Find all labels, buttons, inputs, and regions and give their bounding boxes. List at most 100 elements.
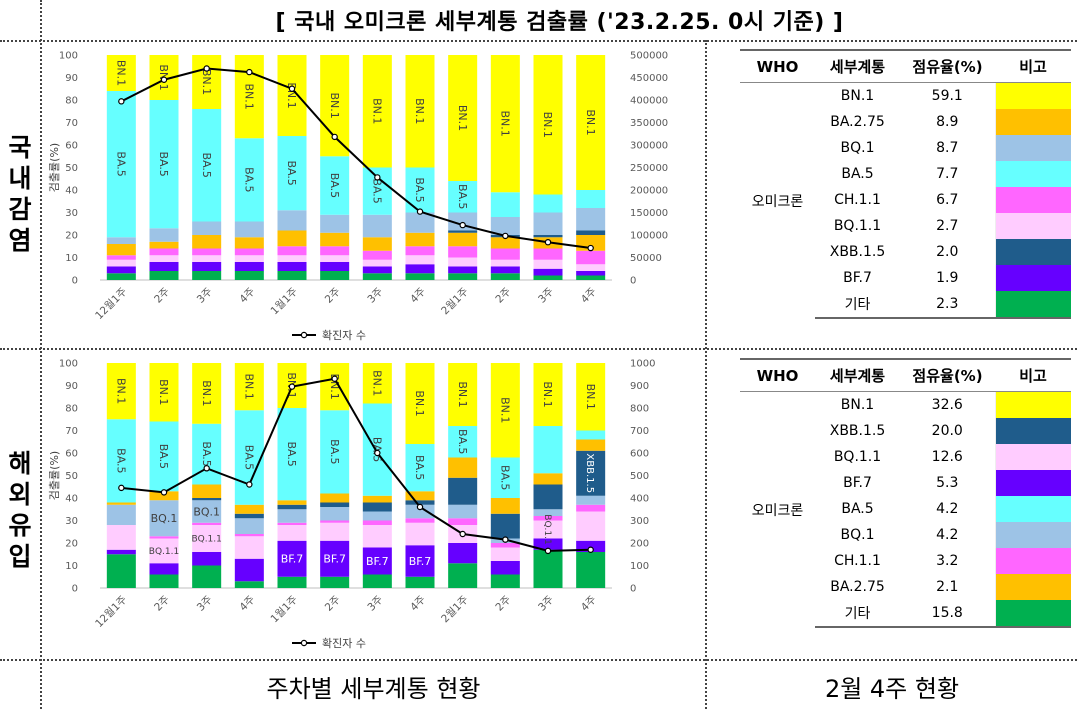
bar-segment [448, 563, 478, 588]
y-tick-label: 10 [65, 253, 78, 264]
bar-data-label: BA.5 [370, 178, 383, 203]
bar-segment [405, 55, 435, 168]
y-axis-title: 검출률(%) [48, 451, 61, 500]
bar-segment [234, 558, 264, 582]
confirmed-cases-point [246, 68, 253, 76]
bar-segment [320, 363, 350, 411]
bar-segment [192, 221, 222, 235]
bar-data-label: BQ.1.1 [149, 547, 179, 557]
footer-weekly-status: 주차별 세부계통 현황 [266, 675, 481, 703]
lineage-cell: BQ.1 [840, 527, 875, 543]
y-tick-label: 90 [65, 381, 78, 392]
bar-segment [362, 259, 392, 267]
bar-segment [277, 522, 307, 525]
bar-segment [234, 518, 264, 534]
bar-segment [362, 266, 392, 274]
color-swatch-cell [994, 574, 1071, 600]
share-cell: 59.1 [931, 88, 963, 104]
y2-tick-label: 0 [630, 276, 636, 287]
share-cell: 2.7 [936, 218, 959, 234]
footer-current-status: 2월 4주 현황 [824, 675, 960, 703]
bar-segment [448, 504, 478, 519]
lineage-cell: BF.7 [843, 475, 872, 491]
color-swatch-cell [994, 496, 1071, 522]
bar-segment [234, 221, 264, 238]
bar-segment [277, 576, 307, 588]
divider-middle [0, 348, 1077, 350]
bar-data-label: BN.1 [456, 105, 469, 131]
table-header-who: WHO [740, 358, 815, 392]
x-tick-label: 2월1주 [439, 593, 471, 625]
bar-segment [490, 192, 520, 217]
bar-segment [576, 208, 606, 231]
lineage-cell: BQ.1 [840, 140, 875, 156]
bar-segment [320, 520, 350, 523]
bar-segment [192, 55, 222, 109]
bar-segment [448, 457, 478, 478]
table-row: BA.5 4.2 [740, 496, 1071, 522]
bar-segment [234, 255, 264, 262]
bar-segment [405, 264, 435, 274]
bar-segment [149, 262, 179, 271]
bar-segment [490, 457, 520, 498]
x-tick-label: 4주 [237, 285, 257, 305]
table-header-who: WHO [740, 49, 815, 83]
lineage-cell: 기타 [815, 291, 900, 319]
bar-segment [576, 504, 606, 512]
table-row: XBB.1.5 2.0 [740, 239, 1071, 265]
divider-right [705, 40, 707, 709]
bar-data-label: BA.5 [456, 429, 469, 454]
y-tick-label: 80 [65, 404, 78, 415]
bar-segment [149, 228, 179, 242]
y2-tick-label: 100000 [630, 231, 668, 242]
color-swatch-cell [994, 187, 1071, 213]
bar-segment [405, 444, 435, 492]
y-tick-label: 50 [65, 163, 78, 174]
lineage-cell: BF.7 [843, 270, 872, 286]
bar-data-label: BN.1 [200, 380, 213, 406]
bar-segment [490, 363, 520, 458]
bar-segment [448, 363, 478, 426]
bar-data-label: BN.1 [157, 379, 170, 405]
table-row: BQ.1 4.2 [740, 522, 1071, 548]
y2-tick-label: 200 [630, 539, 649, 550]
table-row: BF.7 1.9 [740, 265, 1071, 291]
color-swatch-cell [994, 239, 1071, 265]
confirmed-cases-point [587, 546, 594, 553]
bar-segment [490, 547, 520, 561]
row-label-char: 국 [8, 133, 32, 162]
bar-segment [576, 363, 606, 431]
color-swatch-cell [994, 444, 1071, 470]
bar-segment [234, 536, 264, 559]
bar-data-label: BA.5 [200, 441, 213, 466]
y2-tick-label: 200000 [630, 186, 668, 197]
bar-segment [106, 259, 136, 267]
x-tick-label: 1월1주 [269, 285, 301, 317]
bar-segment [277, 262, 307, 271]
row-label-char: 입 [8, 542, 32, 571]
bar-segment [234, 248, 264, 256]
bar-segment [320, 493, 350, 503]
bar-segment [490, 574, 520, 588]
bar-segment [192, 484, 222, 498]
bar-data-label: BA.5 [242, 445, 255, 470]
bar-segment [490, 55, 520, 193]
bar-data-label: BN.1 [413, 390, 426, 416]
share-cell: 15.8 [900, 600, 995, 628]
bar-segment [490, 217, 520, 235]
bar-data-label: BN.1 [370, 98, 383, 124]
confirmed-cases-point [374, 449, 381, 457]
bar-data-label: BQ.1 [193, 505, 220, 518]
bar-segment [149, 363, 179, 422]
bar-segment [405, 273, 435, 280]
x-tick-label: 3주 [365, 593, 385, 613]
bar-segment [149, 538, 179, 564]
y-tick-label: 70 [65, 426, 78, 437]
bar-segment [533, 516, 563, 521]
y2-tick-label: 50000 [630, 253, 662, 264]
y2-tick-label: 0 [630, 584, 636, 595]
table-row: 오미크론 BN.1 59.1 [740, 82, 1071, 210]
bar-segment [106, 525, 136, 550]
color-swatch-cell [994, 82, 1071, 109]
y2-tick-label: 150000 [630, 208, 668, 219]
